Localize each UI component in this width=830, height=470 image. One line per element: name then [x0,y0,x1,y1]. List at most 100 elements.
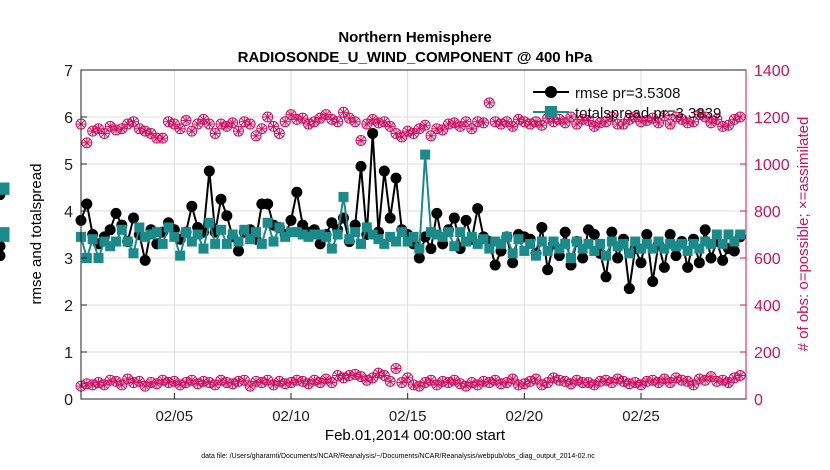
star-stroke [345,371,354,380]
star-stroke [712,377,721,386]
star-stroke [106,376,115,385]
rmse-point [233,245,244,257]
rmse-point [682,261,694,273]
obs-assimilated-marker-low [566,378,576,389]
totalspread-point [151,227,162,238]
obs-assimilated-marker [204,119,215,130]
obs-assimilated-marker-low [186,375,197,386]
star-stroke [316,378,325,387]
star-stroke [514,115,523,124]
totalspread-point [356,238,366,249]
star-stroke [502,378,511,387]
star-stroke [537,121,546,130]
star-stroke [450,376,459,385]
star-stroke [298,114,307,123]
star-stroke [316,114,325,123]
rmse-point [612,252,624,264]
star-stroke [112,377,120,386]
star-stroke [718,122,727,131]
rmse-point [425,243,437,255]
obs-assimilated-marker [111,124,121,135]
star-stroke [479,377,488,386]
totalspread-point [443,227,454,238]
obs-assimilated-marker [647,113,658,124]
obs-assimilated-marker-low [286,377,296,388]
obs-assimilated-marker-low [122,374,133,385]
star-stroke [672,113,680,121]
rmse-point [693,257,705,269]
obs-assimilated-marker-low [291,375,302,386]
star-stroke [619,120,628,128]
totalspread-point [548,236,559,247]
rmse-point [110,207,122,219]
obs-assimilated-marker [665,119,676,130]
obs-assimilated-marker-low [251,376,261,387]
rmse-point [664,229,676,240]
totalspread-point [466,231,477,242]
y-tick-label: 4 [64,204,73,221]
rmse-point [390,172,402,184]
obs-assimilated-marker-low [151,378,162,389]
obs-assimilated-marker [93,123,104,134]
rmse-point [588,229,600,240]
obs-assimilated-marker-low [624,378,635,389]
star-stroke [380,371,389,380]
star-stroke [362,120,371,128]
rmse-point [367,127,379,139]
obs-assimilated-marker [151,133,162,144]
star-stroke [415,382,424,390]
totalspread-point [256,238,267,249]
totalspread-point [227,229,238,240]
obs-assimilated-marker-low [501,377,512,388]
obs-assimilated-marker [99,128,110,139]
star-stroke [106,122,115,131]
obs-assimilated-marker [618,119,629,130]
star-stroke [392,129,400,138]
totalspread-point [111,236,121,247]
star-stroke [648,114,657,123]
rmse-point [413,252,425,264]
star-stroke [590,381,599,389]
star-stroke [170,120,179,128]
obs-assimilated-marker [560,117,571,128]
obs-assimilated-marker-low [210,379,221,390]
obs-assimilated-marker-low [665,377,676,388]
obs-assimilated-marker [426,130,436,141]
totalspread-point [245,234,256,245]
obs-assimilated-marker [361,119,372,130]
star-stroke [141,127,150,135]
star-stroke [695,110,704,119]
star-stroke [555,376,564,385]
star-stroke [642,377,651,386]
totalspread-point [186,236,197,247]
obs-assimilated-marker [706,117,716,128]
obs-assimilated-marker [472,116,483,127]
totalspread-point [338,191,349,202]
totalspread-point [221,238,232,249]
star-stroke [397,133,406,141]
rmse-point [378,165,390,177]
obs-assimilated-marker [379,116,390,127]
star-stroke [491,117,500,126]
star-stroke [141,382,150,390]
rmse-point [448,212,460,224]
obs-assimilated-marker [256,123,267,134]
star-stroke [205,120,214,128]
obs-assimilated-marker-low [280,378,291,389]
y2-tick-label: 600 [754,251,781,268]
obs-assimilated-marker-low [140,381,151,392]
rmse-point [647,276,659,287]
series-obs-assimilated [76,97,746,392]
obs-assimilated-marker-low [128,377,139,388]
star-stroke [193,120,202,128]
obs-assimilated-marker-low [245,381,256,392]
star-stroke [689,117,698,126]
star-stroke [677,115,686,124]
y-tick-label: 3 [64,251,73,268]
star-stroke [222,122,231,131]
obs-assimilated-marker-low [367,372,378,383]
totalspread-point [262,217,273,228]
y2-tick-label: 200 [754,345,781,362]
y2-tick-label: 1000 [754,157,790,174]
star-stroke [438,126,447,134]
